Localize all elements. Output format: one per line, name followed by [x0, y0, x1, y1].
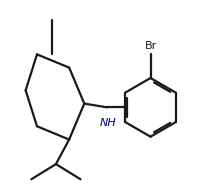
Text: NH: NH [100, 118, 116, 128]
Text: Br: Br [144, 41, 157, 50]
